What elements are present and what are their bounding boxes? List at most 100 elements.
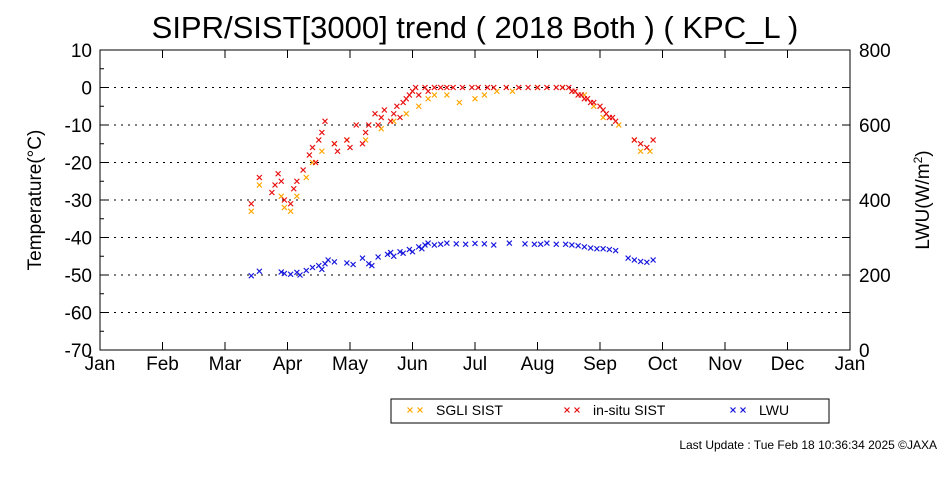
data-point <box>590 99 597 106</box>
data-point <box>631 257 638 263</box>
data-point <box>278 178 285 185</box>
data-point <box>375 254 382 260</box>
data-point <box>650 257 657 263</box>
data-point <box>281 197 288 203</box>
data-point <box>297 272 303 278</box>
data-point <box>318 148 325 155</box>
data-point <box>425 95 432 102</box>
data-point <box>437 84 444 91</box>
data-point <box>290 185 297 192</box>
data-point <box>415 92 422 98</box>
data-point <box>612 118 619 125</box>
x-tick-label: Jul <box>463 354 487 375</box>
data-point <box>531 241 538 248</box>
legend-marker <box>564 407 570 413</box>
data-point <box>362 129 369 136</box>
data-point <box>343 137 350 143</box>
data-point <box>443 84 450 91</box>
data-point <box>303 174 310 181</box>
data-point <box>643 144 650 151</box>
data-point <box>637 148 644 155</box>
data-point <box>281 270 288 277</box>
legend-marker <box>730 407 736 413</box>
data-point <box>562 241 569 248</box>
data-point <box>437 241 444 248</box>
x-tick-label: Jan <box>835 354 866 375</box>
data-point <box>275 170 282 177</box>
x-tick-label: Aug <box>521 354 555 375</box>
data-point <box>403 110 410 117</box>
data-point <box>484 84 491 91</box>
y-tick-label: -50 <box>65 266 92 287</box>
data-point <box>375 122 382 128</box>
data-point <box>334 148 341 155</box>
data-point <box>248 272 255 279</box>
data-point <box>472 240 478 247</box>
data-point <box>384 251 391 258</box>
data-point <box>637 258 644 265</box>
data-point <box>631 137 638 143</box>
data-point <box>625 255 632 262</box>
data-point <box>409 248 416 255</box>
data-point <box>378 114 385 121</box>
data-point <box>303 267 310 274</box>
data-point <box>390 253 397 260</box>
x-tick-label: Sep <box>583 354 617 375</box>
data-point <box>612 247 619 254</box>
data-point <box>359 140 366 147</box>
data-point <box>443 240 450 247</box>
data-point <box>593 245 600 252</box>
data-point <box>248 200 255 207</box>
data-point <box>431 242 438 248</box>
data-point <box>353 122 360 128</box>
data-point <box>315 137 322 143</box>
data-point <box>575 242 582 249</box>
data-point <box>256 182 263 188</box>
data-point <box>481 92 488 98</box>
data-point <box>475 84 482 91</box>
data-point <box>400 250 407 257</box>
data-point <box>322 118 328 125</box>
data-point <box>490 84 497 91</box>
y2-tick-label: 200 <box>859 266 891 287</box>
data-point <box>387 118 394 125</box>
data-point <box>415 243 422 250</box>
series-1 <box>248 84 657 207</box>
data-point <box>559 84 566 91</box>
data-point <box>468 84 475 91</box>
data-point <box>368 262 375 269</box>
grid-lines <box>100 87 850 313</box>
last-update-text: Last Update : Tue Feb 18 10:36:34 2025 ©… <box>679 438 937 452</box>
data-point <box>506 240 513 247</box>
data-point <box>553 84 560 91</box>
data-point <box>462 241 469 248</box>
legend-label: SGLI SIST <box>436 402 503 418</box>
data-point <box>637 140 644 147</box>
data-point <box>459 84 466 91</box>
data-point <box>281 204 288 211</box>
x-tick-label: May <box>332 354 368 375</box>
data-point <box>456 99 463 106</box>
data-point <box>431 84 438 91</box>
data-point <box>543 240 550 247</box>
right-axis: 800 600 400 200 0 <box>859 41 891 362</box>
data-point <box>412 84 419 91</box>
legend-label: LWU <box>759 402 789 418</box>
data-point <box>425 240 432 247</box>
y-axis-label: Temperature(°C) <box>25 130 46 271</box>
data-point <box>581 243 588 250</box>
data-point <box>431 92 438 98</box>
data-point <box>393 103 400 110</box>
x-tick-label: Oct <box>648 354 678 375</box>
data-point <box>568 242 575 248</box>
y2-tick-label: 600 <box>859 116 891 137</box>
x-tick-label: Jun <box>397 354 428 375</box>
legend-marker <box>417 407 423 413</box>
y2-tick-label: 800 <box>859 41 891 62</box>
data-point <box>425 88 432 95</box>
data-point <box>381 107 388 113</box>
data-point <box>372 110 378 117</box>
data-point <box>318 129 325 136</box>
data-point <box>272 182 278 188</box>
